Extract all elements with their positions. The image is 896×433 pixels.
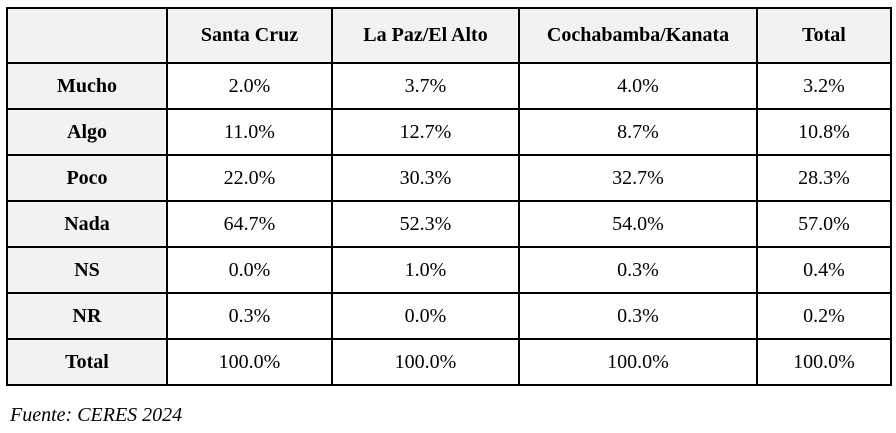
table-row: Poco 22.0% 30.3% 32.7% 28.3% [6, 154, 892, 202]
cell: 10.8% [756, 108, 892, 156]
cell: 0.0% [331, 292, 520, 340]
cell: 100.0% [166, 338, 333, 386]
data-table: Santa Cruz La Paz/El Alto Cochabamba/Kanat… [6, 7, 892, 386]
cell: 3.7% [331, 62, 520, 110]
corner-cell [6, 7, 168, 64]
cell: 11.0% [166, 108, 333, 156]
cell: 52.3% [331, 200, 520, 248]
cell: 54.0% [518, 200, 758, 248]
cell: 64.7% [166, 200, 333, 248]
cell: 57.0% [756, 200, 892, 248]
cell: 0.4% [756, 246, 892, 294]
cell: 1.0% [331, 246, 520, 294]
cell: 2.0% [166, 62, 333, 110]
column-header: Santa Cruz [166, 7, 333, 64]
column-header: La Paz/El Alto [331, 7, 520, 64]
cell: 22.0% [166, 154, 333, 202]
header-row: Santa Cruz La Paz/El Alto Cochabamba/Kanat… [6, 7, 892, 64]
column-header: Cochabamba/Kanata [518, 7, 758, 64]
cell: 4.0% [518, 62, 758, 110]
cell: 100.0% [518, 338, 758, 386]
cell: 8.7% [518, 108, 758, 156]
cell: 100.0% [756, 338, 892, 386]
row-label: Poco [6, 154, 168, 202]
source-note: Fuente: CERES 2024 [10, 404, 183, 426]
table-row: NR 0.3% 0.0% 0.3% 0.2% [6, 292, 892, 340]
table-row: NS 0.0% 1.0% 0.3% 0.4% [6, 246, 892, 294]
cell: 0.3% [518, 292, 758, 340]
cell: 0.0% [166, 246, 333, 294]
cell: 0.3% [518, 246, 758, 294]
row-label: NR [6, 292, 168, 340]
table-row: Algo 11.0% 12.7% 8.7% 10.8% [6, 108, 892, 156]
cell: 0.2% [756, 292, 892, 340]
cell: 12.7% [331, 108, 520, 156]
row-label: Algo [6, 108, 168, 156]
row-label: Mucho [6, 62, 168, 110]
column-header: Total [756, 7, 892, 64]
table-body: Mucho 2.0% 3.7% 4.0% 3.2% Algo 11.0% 12.7% 8.7% 1… [6, 62, 892, 386]
cell: 30.3% [331, 154, 520, 202]
table-row: Total 100.0% 100.0% 100.0% 100.0% [6, 338, 892, 386]
row-label: NS [6, 246, 168, 294]
cell: 28.3% [756, 154, 892, 202]
cell: 32.7% [518, 154, 758, 202]
cell: 100.0% [331, 338, 520, 386]
row-label: Total [6, 338, 168, 386]
cell: 0.3% [166, 292, 333, 340]
table-row: Mucho 2.0% 3.7% 4.0% 3.2% [6, 62, 892, 110]
row-label: Nada [6, 200, 168, 248]
table-row: Nada 64.7% 52.3% 54.0% 57.0% [6, 200, 892, 248]
cell: 3.2% [756, 62, 892, 110]
